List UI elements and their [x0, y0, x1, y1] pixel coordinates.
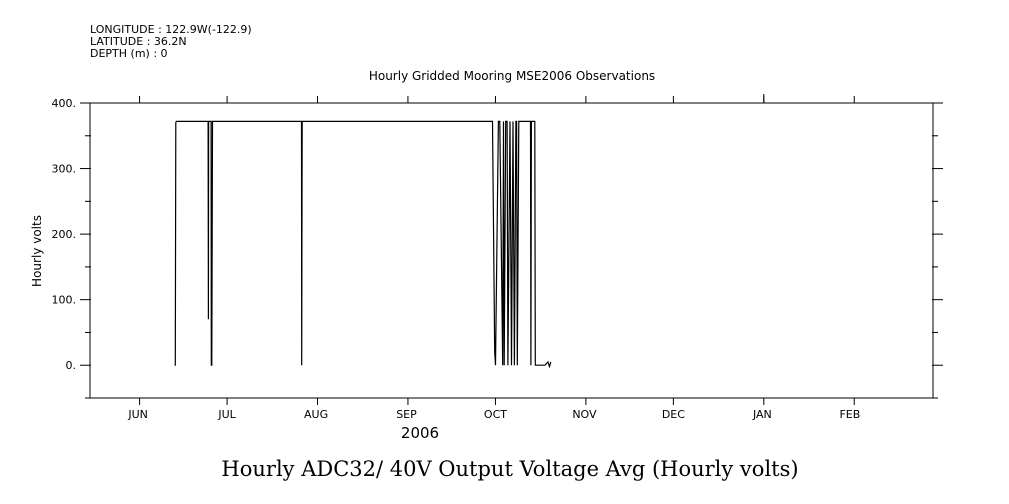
longitude-label: LONGITUDE : 122.9W(-122.9) — [90, 23, 252, 36]
y-tick-label: 100. — [52, 294, 77, 307]
y-tick-label: 400. — [52, 97, 77, 110]
y-axis-label: Hourly volts — [30, 215, 44, 287]
latitude-label: LATITUDE : 36.2N — [90, 35, 187, 48]
metadata-block: LONGITUDE : 122.9W(-122.9) LATITUDE : 36… — [90, 24, 252, 60]
y-tick-label: 0. — [66, 359, 77, 372]
x-month-label: JAN — [752, 408, 772, 421]
voltage-series-line — [174, 120, 552, 369]
plot-frame — [89, 102, 934, 399]
x-month-label: JUL — [217, 408, 236, 421]
x-month-label: FEB — [839, 408, 860, 421]
y-tick-label: 200. — [52, 228, 77, 241]
x-month-label: DEC — [662, 408, 685, 421]
depth-label: DEPTH (m) : 0 — [90, 47, 168, 60]
x-month-label: OCT — [484, 408, 507, 421]
x-month-label: JUN — [127, 408, 148, 421]
x-axis-year-label: 2006 — [401, 424, 439, 442]
y-axis: 0. 100. 200. 300. 400. — [52, 97, 943, 399]
chart-title: Hourly Gridded Mooring MSE2006 Observati… — [369, 69, 655, 83]
y-tick-label: 300. — [52, 163, 77, 176]
x-month-label: SEP — [396, 408, 417, 421]
bottom-title: Hourly ADC32/ 40V Output Voltage Avg (Ho… — [221, 457, 798, 481]
x-month-label: NOV — [572, 408, 597, 421]
x-axis: JUN JUL AUG SEP OCT NOV DEC JAN FEB — [127, 94, 860, 421]
x-month-label: AUG — [304, 408, 328, 421]
